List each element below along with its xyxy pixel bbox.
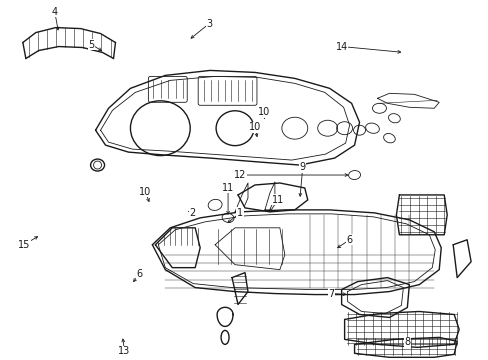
Text: 4: 4 xyxy=(52,6,58,17)
Text: 2: 2 xyxy=(189,208,195,218)
Text: 7: 7 xyxy=(328,289,334,298)
Text: 10: 10 xyxy=(257,107,269,117)
Text: 14: 14 xyxy=(335,41,347,51)
Text: 10: 10 xyxy=(139,187,151,197)
Text: 10: 10 xyxy=(248,122,261,132)
Text: 13: 13 xyxy=(118,346,130,356)
Text: 5: 5 xyxy=(88,40,95,50)
Text: 8: 8 xyxy=(404,337,409,347)
Text: 6: 6 xyxy=(346,235,352,245)
Text: 6: 6 xyxy=(136,269,142,279)
Text: 15: 15 xyxy=(18,240,30,250)
Text: 11: 11 xyxy=(222,183,234,193)
Text: 1: 1 xyxy=(237,208,243,218)
Text: 9: 9 xyxy=(299,162,305,172)
Text: 3: 3 xyxy=(205,19,212,28)
Text: 11: 11 xyxy=(271,195,284,205)
Text: 12: 12 xyxy=(233,170,245,180)
